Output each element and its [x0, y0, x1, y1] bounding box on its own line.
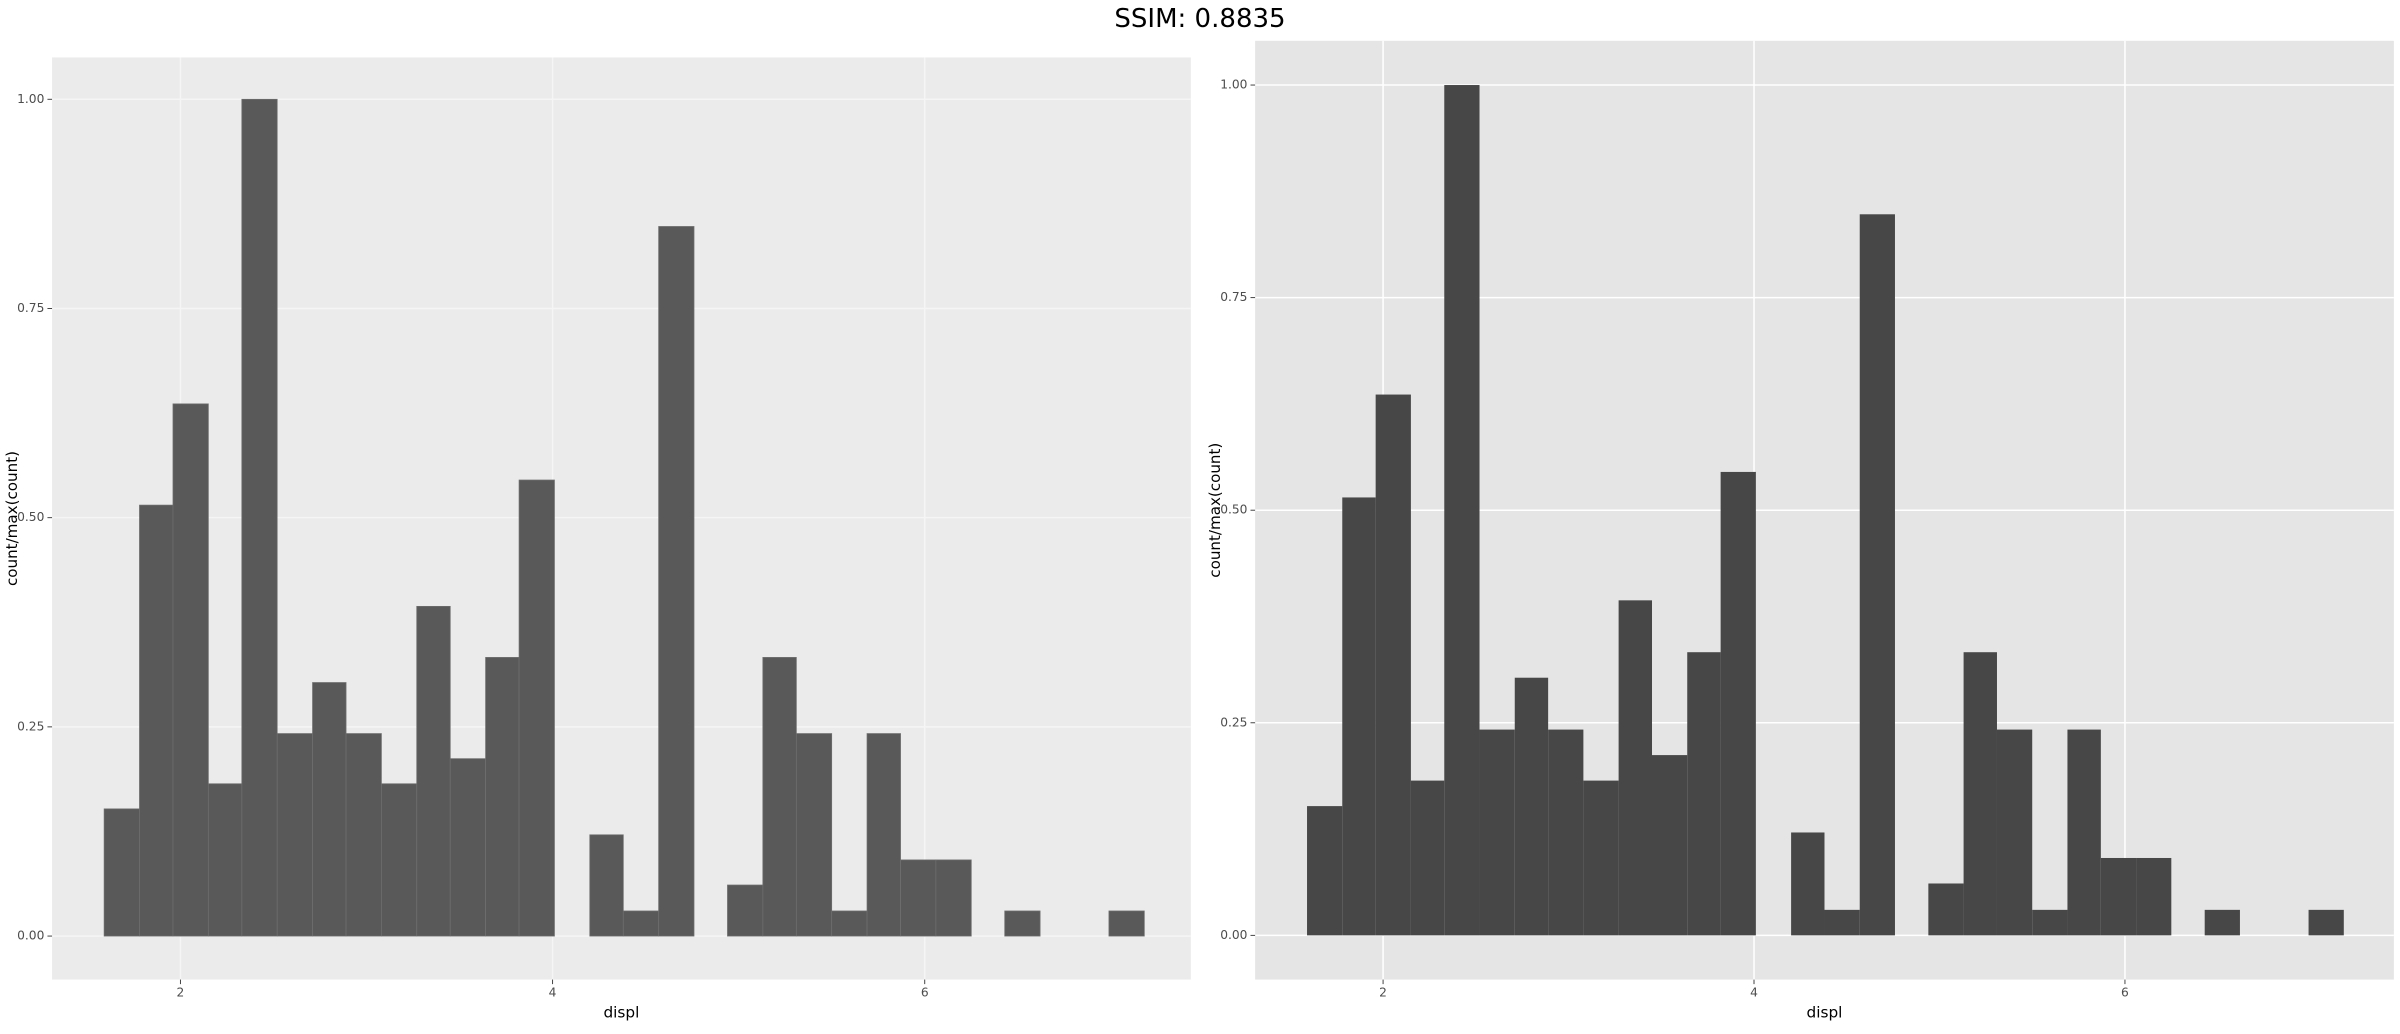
- y-axis-label: count/max(count): [1206, 443, 1224, 578]
- bar: [1996, 729, 2033, 936]
- bar: [2204, 909, 2240, 936]
- bar: [795, 733, 833, 937]
- x-tick-label: 4: [1750, 986, 1758, 1000]
- bar: [866, 733, 901, 937]
- y-tick-label: 0.75: [17, 301, 44, 315]
- bar: [1548, 729, 1584, 936]
- bar: [1375, 394, 1411, 936]
- bar: [935, 859, 972, 937]
- bar: [1108, 910, 1145, 937]
- bar: [1652, 755, 1688, 936]
- bar: [2100, 857, 2137, 936]
- bar: [139, 504, 174, 937]
- bar: [449, 758, 486, 937]
- bar: [762, 657, 797, 937]
- y-tick-label: 0.00: [17, 929, 44, 943]
- bar: [416, 605, 451, 937]
- y-tick-label: 0.00: [1220, 928, 1247, 942]
- y-axis-label: count/max(count): [3, 451, 21, 586]
- x-tick-label: 4: [549, 986, 557, 1000]
- x-tick-label: 6: [2121, 986, 2129, 1000]
- x-axis-label: displ: [1807, 1003, 1843, 1021]
- bar: [1791, 832, 1825, 936]
- y-tick-label: 0.50: [17, 510, 44, 524]
- bar: [518, 479, 555, 937]
- bar: [2032, 909, 2068, 936]
- bar: [589, 834, 624, 937]
- bar: [276, 733, 313, 937]
- bar: [172, 403, 209, 937]
- y-tick-label: 0.25: [17, 719, 44, 733]
- bar: [1410, 780, 1445, 936]
- bar: [2308, 909, 2344, 936]
- bar: [622, 910, 660, 937]
- bar: [381, 783, 418, 937]
- y-tick-label: 1.00: [17, 92, 44, 106]
- x-tick-label: 2: [1379, 986, 1387, 1000]
- bar: [312, 682, 347, 937]
- bar: [1824, 909, 1860, 936]
- bar: [207, 783, 243, 937]
- bar: [103, 808, 140, 937]
- bar: [1687, 652, 1721, 936]
- x-axis-label: displ: [603, 1003, 639, 1021]
- bar: [1307, 806, 1343, 936]
- y-tick-label: 0.25: [1220, 715, 1247, 729]
- bar: [1618, 600, 1653, 936]
- y-tick-label: 0.50: [1220, 503, 1247, 517]
- bar: [1583, 780, 1619, 936]
- bar: [2136, 857, 2172, 936]
- bar: [345, 733, 382, 937]
- bar: [2067, 729, 2101, 936]
- bar: [241, 98, 278, 937]
- bar: [1963, 652, 1997, 936]
- bar: [1444, 85, 1480, 936]
- x-tick-label: 2: [177, 986, 185, 1000]
- bar: [831, 910, 868, 937]
- y-tick-label: 1.00: [1220, 78, 1247, 92]
- bar: [1928, 883, 1964, 936]
- bar: [1720, 471, 1756, 936]
- y-tick-label: 0.75: [1220, 290, 1247, 304]
- bar: [900, 859, 937, 937]
- bar: [1859, 214, 1895, 936]
- bar: [1479, 729, 1515, 936]
- x-tick-label: 6: [921, 986, 929, 1000]
- bar: [485, 657, 520, 937]
- figure-title: SSIM: 0.8835: [1114, 4, 1285, 34]
- bar: [1342, 497, 1376, 936]
- bar: [1004, 910, 1041, 937]
- bar: [1514, 677, 1549, 936]
- bar: [658, 226, 695, 937]
- bar: [727, 884, 764, 937]
